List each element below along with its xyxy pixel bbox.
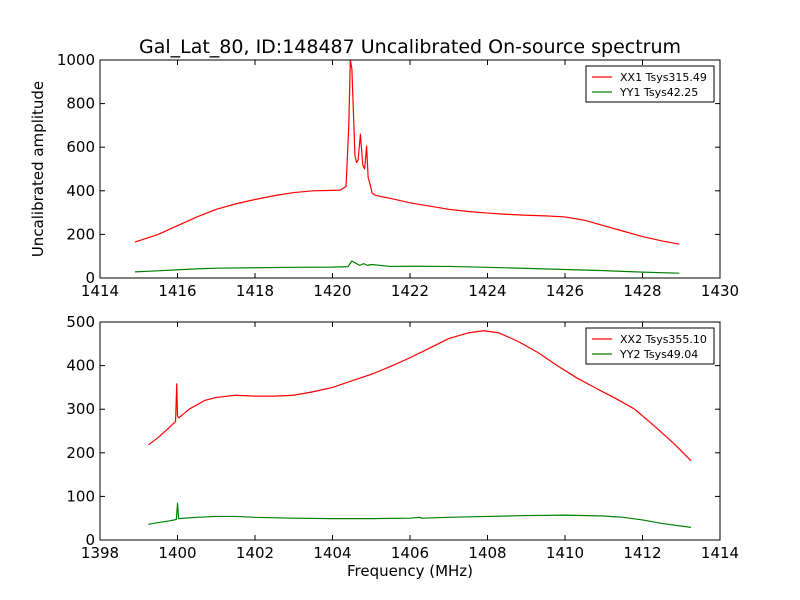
x-tick-label: 1428 (623, 282, 661, 300)
legend: XX1 Tsys315.49 YY1 Tsys42.25 (585, 65, 715, 103)
x-tick-label: 1416 (158, 282, 196, 300)
y-tick-label: 100 (66, 487, 95, 505)
legend-box (585, 65, 715, 103)
legend: XX2 Tsys355.10 YY2 Tsys49.04 (585, 327, 715, 365)
x-tick-label: 1410 (546, 544, 584, 562)
legend-entry: XX2 Tsys355.10 (620, 333, 707, 346)
y-tick-label: 600 (66, 138, 95, 156)
x-tick-label: 1412 (623, 544, 661, 562)
legend-entry: YY1 Tsys42.25 (619, 86, 698, 99)
x-tick-label: 1430 (701, 282, 739, 300)
y-tick-label: 400 (66, 357, 95, 375)
y-tick-label: 300 (66, 400, 95, 418)
x-tick-label: 1400 (158, 544, 196, 562)
x-tick-label: 1398 (81, 544, 119, 562)
y-tick-label: 1000 (57, 51, 95, 69)
series-line-yy2 (148, 502, 692, 528)
x-tick-label: 1422 (391, 282, 429, 300)
x-tick-label: 1402 (236, 544, 274, 562)
y-tick-label: 0 (85, 531, 95, 549)
x-tick-label: 1414 (701, 544, 739, 562)
y-tick-label: 200 (66, 444, 95, 462)
legend-box (585, 327, 715, 365)
y-tick-label: 200 (66, 225, 95, 243)
x-tick-label: 1404 (313, 544, 351, 562)
upper-spectrum-panel: 1414 1416 1418 1420 1422 1424 1426 1428 1430 0 200… (29, 36, 739, 300)
series-line-xx1 (134, 59, 680, 245)
x-tick-label: 1426 (546, 282, 584, 300)
x-axis-label: Frequency (MHz) (347, 562, 473, 580)
legend-entry: XX1 Tsys315.49 (620, 71, 707, 84)
y-tick-label: 800 (66, 95, 95, 113)
x-tick-label: 1406 (391, 544, 429, 562)
lower-spectrum-panel: 1398 1400 1402 1404 1406 1408 1410 1412 1414 0 100… (66, 313, 739, 580)
legend-entry: YY2 Tsys49.04 (619, 348, 698, 361)
y-axis-label: Uncalibrated amplitude (29, 81, 47, 257)
x-tick-label: 1408 (468, 544, 506, 562)
chart-title: Gal_Lat_80, ID:148487 Uncalibrated On-so… (139, 36, 681, 58)
y-tick-label: 500 (66, 313, 95, 331)
x-tick-label: 1418 (236, 282, 274, 300)
series-line-yy1 (134, 260, 680, 274)
y-tick-label: 0 (85, 269, 95, 287)
x-tick-label: 1420 (313, 282, 351, 300)
series-line-xx2 (148, 330, 692, 462)
x-tick-label: 1414 (81, 282, 119, 300)
x-tick-label: 1424 (468, 282, 506, 300)
y-tick-label: 400 (66, 182, 95, 200)
